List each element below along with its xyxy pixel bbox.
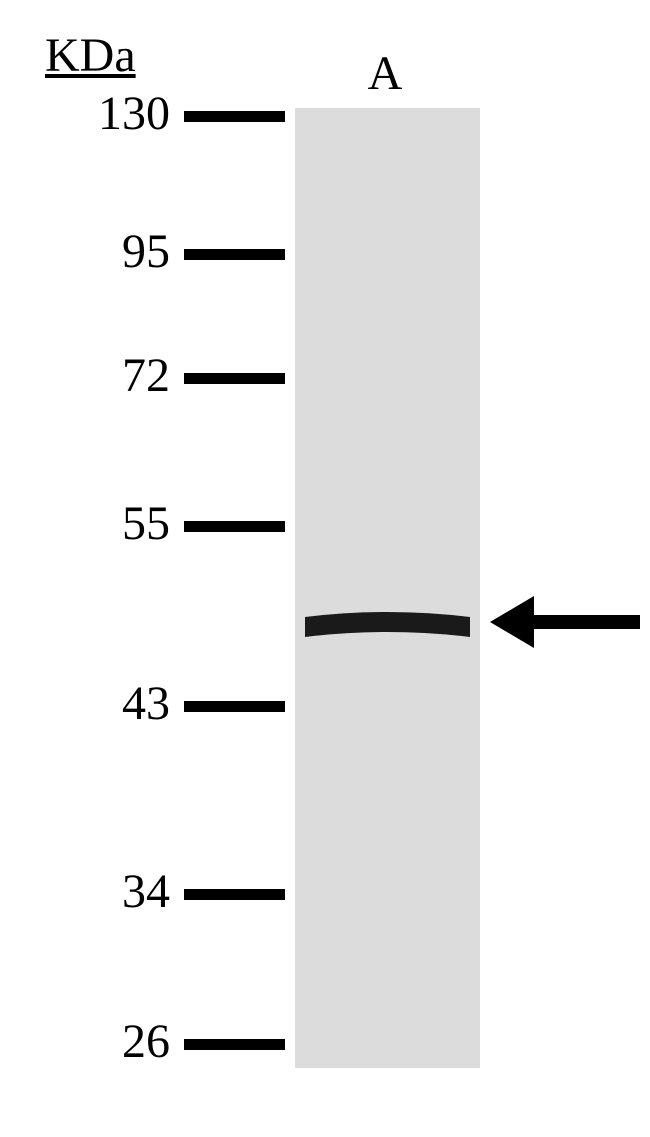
band-indicator-arrow — [0, 0, 650, 1137]
blot-figure: KDa 130957255433426 A — [0, 0, 650, 1137]
arrow-shape — [490, 596, 640, 648]
